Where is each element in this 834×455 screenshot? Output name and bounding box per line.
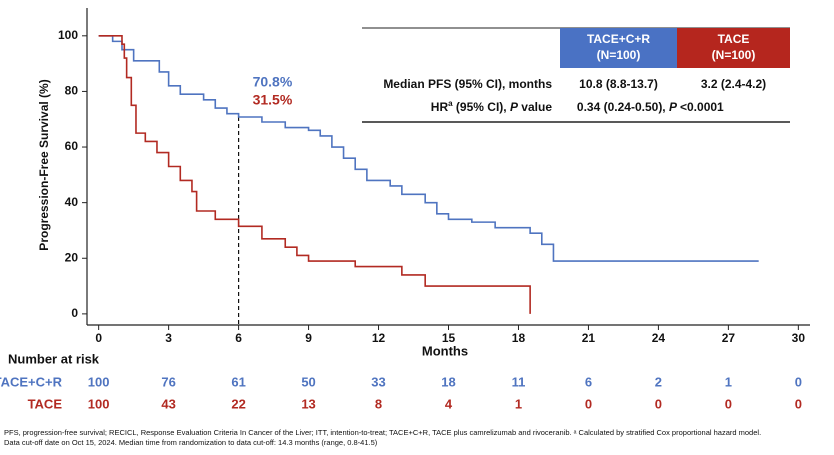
- y-axis-label: Progression-Free Survival (%): [37, 79, 51, 250]
- x-tick-label: 24: [652, 331, 666, 345]
- table-cell: 0.34 (0.24-0.50), P: [577, 100, 678, 114]
- table-cell: 10.8 (8.8-13.7): [579, 77, 658, 91]
- risk-value: 6: [585, 374, 592, 389]
- table-header: TACE: [718, 32, 750, 46]
- risk-value: 0: [725, 396, 732, 411]
- y-tick-label: 0: [71, 306, 78, 320]
- risk-value: 1: [725, 374, 732, 389]
- table-header-cell: [677, 28, 790, 68]
- text-part: a: [448, 99, 453, 108]
- risk-value: 4: [445, 396, 453, 411]
- risk-value: 43: [161, 396, 175, 411]
- risk-value: 100: [88, 396, 110, 411]
- risk-value: 13: [301, 396, 315, 411]
- x-tick-label: 21: [582, 331, 596, 345]
- y-tick-label: 80: [65, 84, 79, 98]
- table-header: (N=100): [712, 48, 756, 62]
- text-part: <0.0001: [680, 100, 724, 114]
- risk-value: 50: [301, 374, 315, 389]
- risk-value: 0: [795, 374, 802, 389]
- y-tick-label: 100: [58, 28, 78, 42]
- x-tick-label: 3: [165, 331, 172, 345]
- text-part: P: [669, 100, 678, 114]
- text-part: Median PFS (95% CI), months: [383, 77, 552, 91]
- footnote: Data cut-off date on Oct 15, 2024. Media…: [4, 438, 378, 447]
- risk-value: 33: [371, 374, 385, 389]
- table-header-cell: [560, 28, 677, 68]
- x-tick-label: 30: [792, 331, 806, 345]
- x-tick-label: 12: [372, 331, 386, 345]
- text-part: P: [510, 100, 519, 114]
- x-axis-label: Months: [422, 343, 468, 358]
- y-tick-label: 40: [65, 195, 79, 209]
- risk-value: 61: [231, 374, 245, 389]
- table-cell: <0.0001: [680, 100, 724, 114]
- table-row-label: HRa (95% CI), P value: [431, 99, 553, 115]
- text-part: HR: [431, 100, 449, 114]
- x-tick-label: 0: [95, 331, 102, 345]
- risk-row-name: TACE+C+R: [0, 374, 63, 389]
- annotation: 31.5%: [253, 92, 293, 108]
- text-part: 0.34 (0.24-0.50),: [577, 100, 669, 114]
- x-tick-label: 6: [235, 331, 242, 345]
- risk-value: 100: [88, 374, 110, 389]
- text-part: value: [518, 100, 552, 114]
- risk-value: 18: [441, 374, 455, 389]
- risk-value: 8: [375, 396, 382, 411]
- text-part: 10.8 (8.8-13.7): [579, 77, 658, 91]
- risk-value: 0: [795, 396, 802, 411]
- x-tick-label: 18: [512, 331, 526, 345]
- risk-value: 1: [515, 396, 522, 411]
- risk-value: 11: [512, 374, 526, 389]
- risk-row-name: TACE: [28, 396, 63, 411]
- table-row-label: Median PFS (95% CI), months: [383, 77, 552, 91]
- risk-value: 0: [585, 396, 592, 411]
- risk-title: Number at risk: [8, 351, 100, 366]
- annotation: 70.8%: [253, 74, 293, 90]
- text-part: (95% CI),: [453, 100, 510, 114]
- x-tick-label: 27: [722, 331, 736, 345]
- survival-curve: [98, 35, 531, 314]
- survival-curve: [98, 35, 759, 262]
- table-header: (N=100): [597, 48, 641, 62]
- risk-value: 2: [655, 374, 662, 389]
- y-tick-label: 20: [65, 250, 79, 264]
- x-tick-label: 15: [442, 331, 456, 345]
- footnote: PFS, progression-free survival; RECICL, …: [4, 428, 761, 437]
- risk-value: 76: [161, 374, 175, 389]
- x-tick-label: 9: [305, 331, 312, 345]
- risk-value: 0: [655, 396, 662, 411]
- risk-value: 22: [231, 396, 245, 411]
- text-part: 3.2 (2.4-4.2): [701, 77, 766, 91]
- table-header: TACE+C+R: [587, 32, 650, 46]
- y-tick-label: 60: [65, 139, 79, 153]
- table-cell: 3.2 (2.4-4.2): [701, 77, 766, 91]
